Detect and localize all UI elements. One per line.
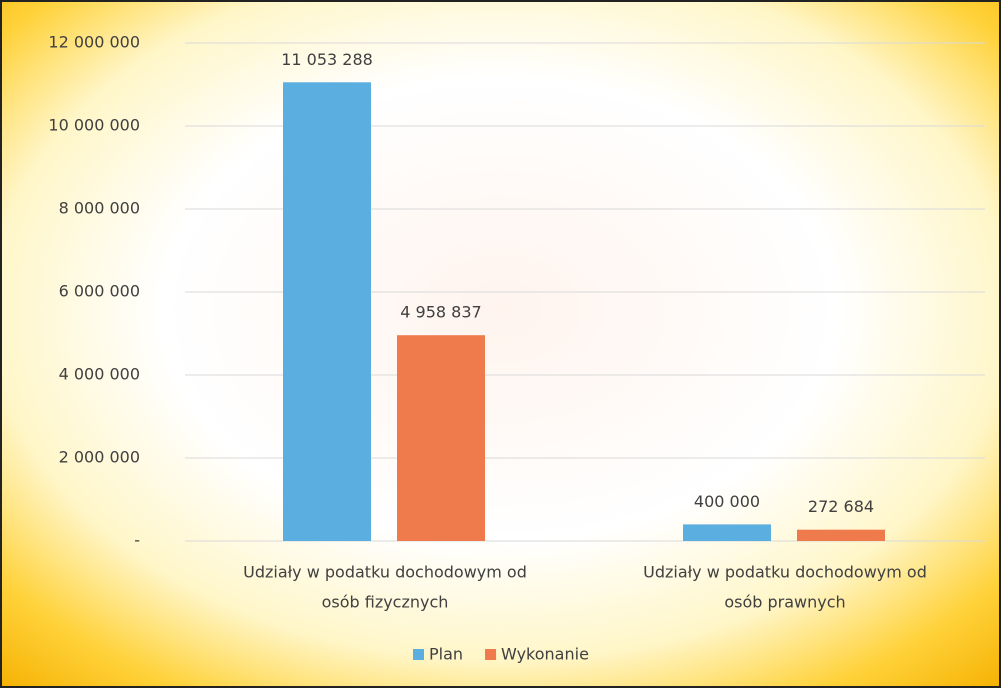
value-label: 11 053 288 — [281, 50, 373, 69]
legend-label: Plan — [429, 645, 463, 664]
y-tick-label: 10 000 000 — [48, 116, 140, 135]
bar — [683, 524, 771, 541]
x-tick-label: osób fizycznych — [322, 593, 449, 612]
value-label: 400 000 — [694, 492, 760, 511]
x-tick-label: Udziały w podatku dochodowym od — [643, 563, 927, 582]
x-tick-label: Udziały w podatku dochodowym od — [243, 563, 527, 582]
y-tick-label: 6 000 000 — [59, 282, 140, 301]
bar — [797, 529, 885, 541]
legend-label: Wykonanie — [501, 645, 589, 664]
value-label: 272 684 — [808, 497, 874, 516]
y-tick-label: 4 000 000 — [59, 365, 140, 384]
value-label: 4 958 837 — [400, 303, 481, 322]
y-tick-label: 12 000 000 — [48, 33, 140, 52]
y-tick-label: - — [134, 531, 140, 550]
x-tick-label: osób prawnych — [724, 593, 845, 612]
bar — [283, 82, 371, 542]
bar — [397, 335, 485, 541]
y-tick-label: 2 000 000 — [59, 448, 140, 467]
y-tick-label: 8 000 000 — [59, 199, 140, 218]
legend-swatch — [413, 649, 424, 660]
legend-swatch — [485, 649, 497, 660]
